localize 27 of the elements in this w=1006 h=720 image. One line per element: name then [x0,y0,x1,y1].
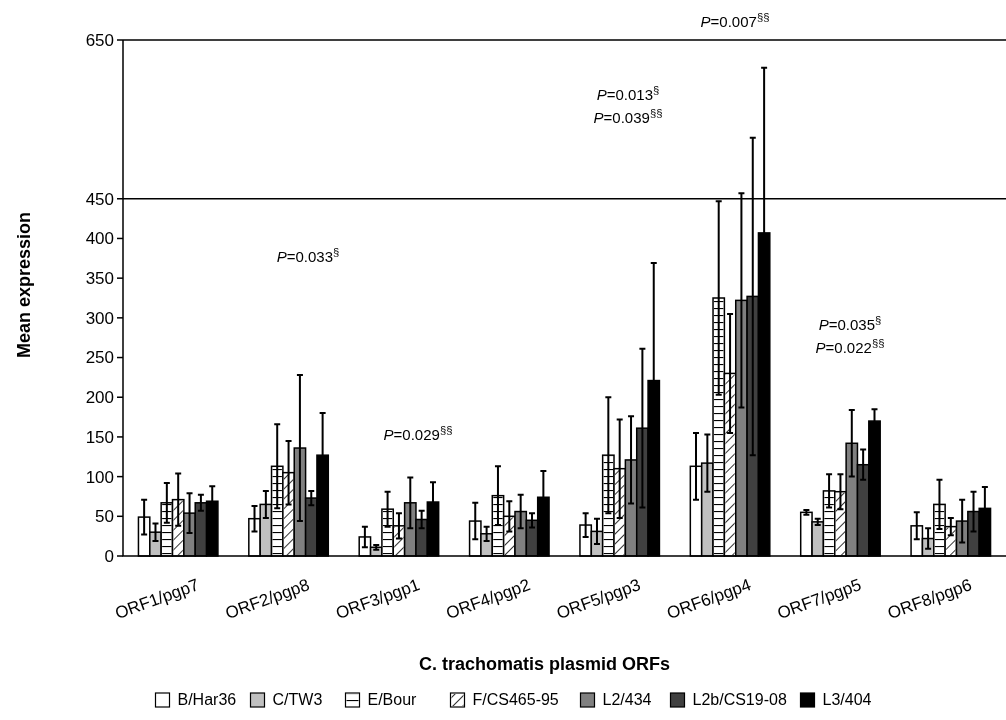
y-tick-label: 350 [85,269,114,289]
text: P=0.007$^{§§}$ [700,11,770,30]
y-tick-label: 400 [85,229,114,249]
y-tick-label: 250 [85,348,114,368]
y-tick-label: 0 [104,546,114,566]
annotation: P=0.022$^{§§}$ [815,337,885,356]
annotation: P=0.029$^{§§}$ [383,424,453,443]
legend-label: E/Bour [367,691,418,708]
legend-label: L3/404 [822,691,872,708]
legend-label: C/TW3 [272,691,323,708]
y-axis-title: Mean expression [14,211,34,359]
y-tick-label: 50 [95,507,114,527]
y-tick-label: 450 [85,189,114,209]
legend-label: L2b/CS19-08 [692,691,787,708]
y-tick-label: 150 [85,427,114,447]
annotation: P=0.033$^{§}$ [276,246,340,265]
y-tick-label: 300 [85,308,114,328]
annotation: P=0.035$^{§}$ [818,314,882,333]
y-tick-label: 200 [85,388,114,408]
y-tick-label: 100 [85,467,114,487]
annotation: P=0.039$^{§§}$ [593,107,663,126]
y-tick-label: 650 [85,30,114,50]
legend-label: L2/434 [602,691,652,708]
legend-label: F/CS465-95 [472,691,559,708]
x-axis-title: C. trachomatis plasmid ORFs [418,654,671,674]
legend-label: B/Har36 [177,691,237,708]
annotation: P=0.013$^{§}$ [596,84,660,103]
